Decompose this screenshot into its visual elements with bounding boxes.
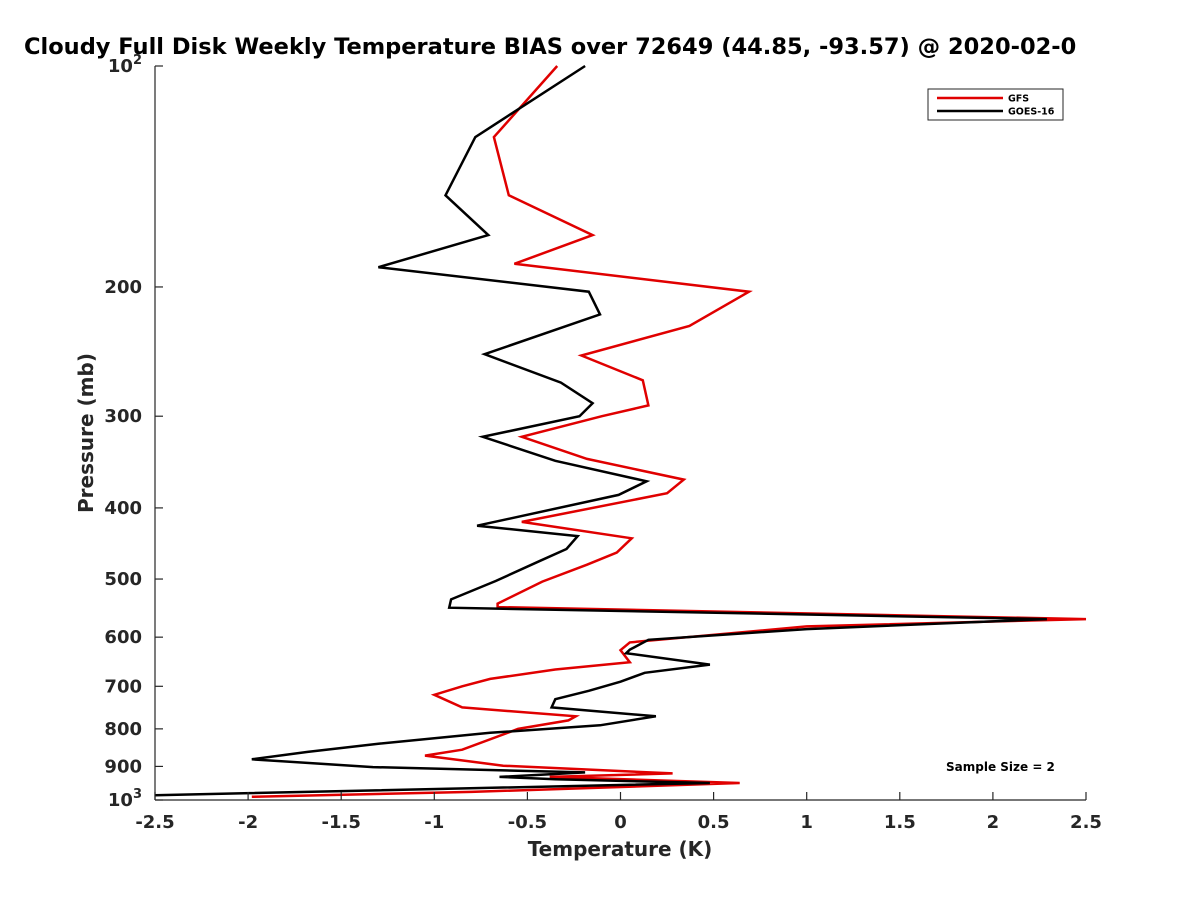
- x-tick-label: -2.5: [135, 812, 174, 833]
- y-axis: 102 200 300 400 500 600 700 800 900 103: [104, 53, 163, 811]
- legend-box: [927, 88, 1064, 121]
- plot-area: [154, 66, 1086, 801]
- x-tick-label: 0.5: [698, 812, 730, 833]
- x-tick-label: 2: [987, 812, 1000, 833]
- y-tick-label: 700: [104, 676, 142, 697]
- y-tick-label: 103: [108, 787, 142, 811]
- y-tick-label: 102: [108, 53, 142, 77]
- x-tick-label: 2.5: [1070, 812, 1102, 833]
- series-line-gfs: [251, 65, 1087, 799]
- x-tick-label: 1.5: [884, 812, 916, 833]
- x-axis: -2.5 -2 -1.5 -1 -0.5 0 0.5 1 1.5 2 2.5: [135, 792, 1102, 833]
- x-tick-label: -0.5: [508, 812, 547, 833]
- y-tick-label: 400: [104, 498, 142, 519]
- y-tick-label: 600: [104, 627, 142, 648]
- chart-title: Cloudy Full Disk Weekly Temperature BIAS…: [24, 34, 1076, 60]
- legend-label: GOES-16: [1008, 107, 1055, 118]
- x-tick-label: -2: [238, 812, 258, 833]
- legend: GFS GOES-16: [927, 88, 1064, 121]
- series-line-goes-16: [154, 64, 1047, 797]
- sample-size-annotation: Sample Size = 2: [946, 760, 1055, 774]
- y-tick-label: 200: [104, 277, 142, 298]
- legend-label: GFS: [1008, 94, 1029, 105]
- x-tick-label: -1.5: [322, 812, 361, 833]
- x-tick-label: 1: [800, 812, 813, 833]
- y-axis-label: Pressure (mb): [74, 353, 98, 513]
- y-tick-label: 500: [104, 569, 142, 590]
- y-tick-label: 800: [104, 719, 142, 740]
- series-layer: [154, 64, 1087, 799]
- y-tick-label: 900: [104, 756, 142, 777]
- x-tick-label: 0: [614, 812, 627, 833]
- y-tick-label: 300: [104, 406, 142, 427]
- x-tick-label: -1: [424, 812, 444, 833]
- x-axis-label: Temperature (K): [528, 837, 713, 861]
